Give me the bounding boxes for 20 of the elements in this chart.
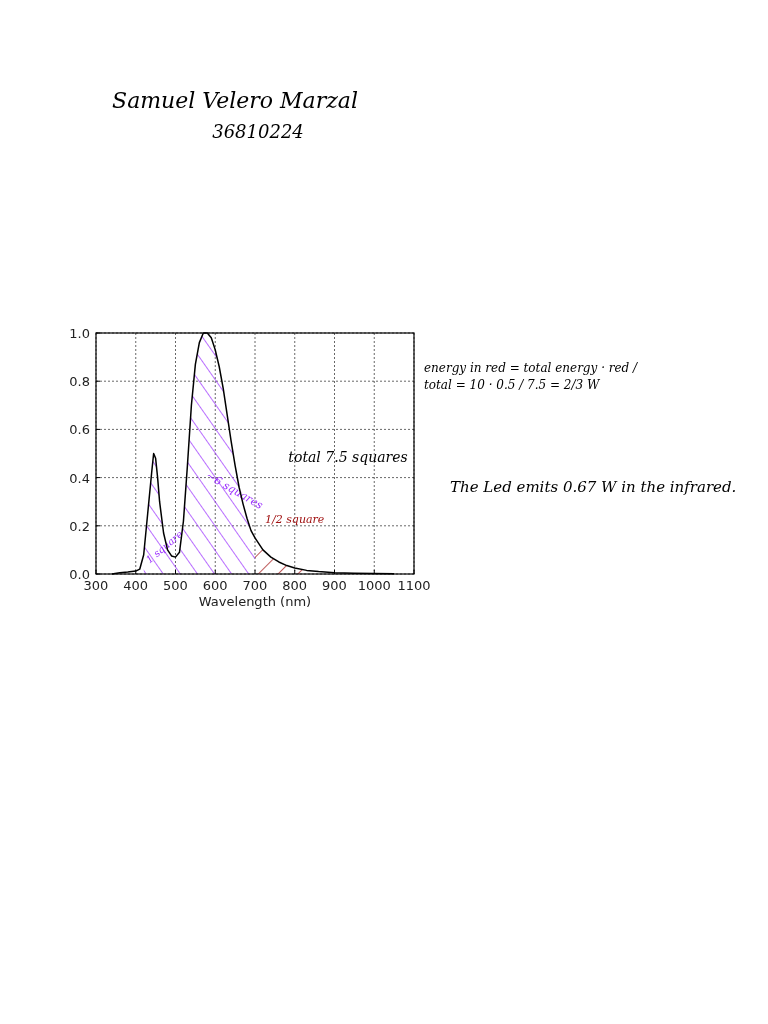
x-tick-label: 1000: [357, 578, 391, 593]
text: The Led emits 0.67 W in the infrared.: [450, 478, 737, 496]
x-tick-label: 700: [242, 578, 268, 593]
band-label: 1/2 square: [265, 513, 325, 527]
y-tick-label: 1.0: [69, 326, 90, 341]
text: energy in red = total energy · red / total = 10 · 0.5 / 7.5 = 2/3 W: [424, 361, 640, 392]
y-tick-label: 0.2: [69, 518, 90, 534]
x-tick-label: 400: [123, 578, 149, 593]
x-tick-label: 1100: [397, 578, 431, 593]
y-tick-label: 0.8: [69, 374, 90, 390]
x-tick-label: 900: [322, 578, 347, 593]
text: Samuel Velero Marzal: [112, 88, 358, 113]
x-axis-title: Wavelength (nm): [198, 594, 312, 609]
x-tick-label: 800: [282, 578, 308, 593]
text: 36810224: [212, 121, 304, 142]
y-tick-label: 0.4: [69, 470, 90, 486]
y-tick-label: 0.6: [69, 422, 90, 438]
annotation: total 7.5 squares: [288, 449, 408, 465]
x-tick-label: 600: [202, 578, 228, 593]
x-tick-label: 500: [163, 578, 188, 593]
